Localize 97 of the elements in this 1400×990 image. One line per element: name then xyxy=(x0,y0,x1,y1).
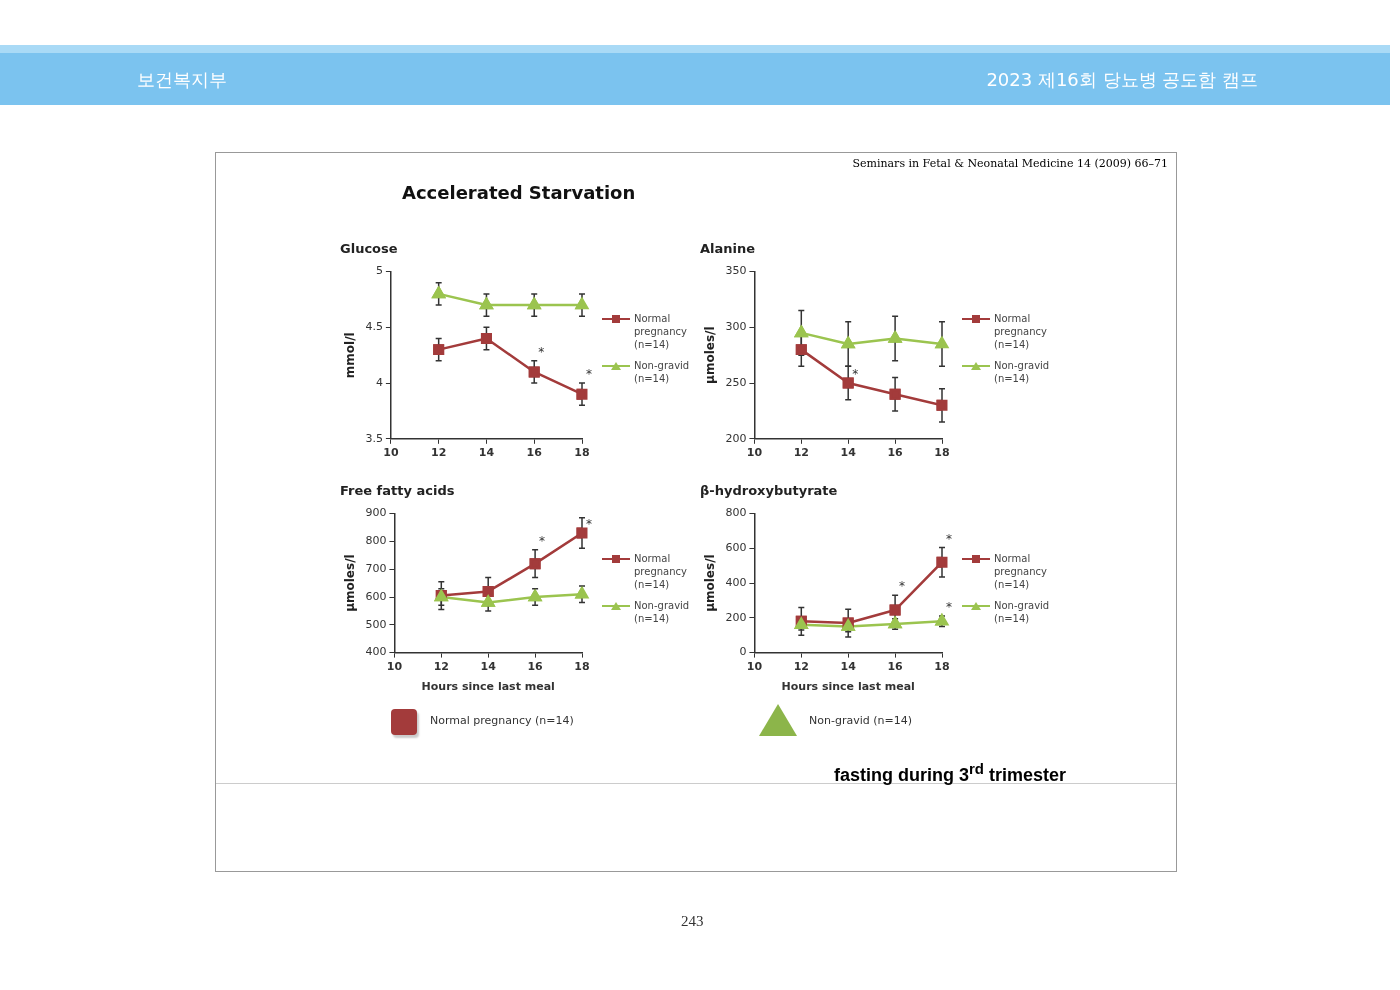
chart-title: Alanine xyxy=(700,241,756,257)
point xyxy=(432,286,446,299)
y-tick-label: 300 xyxy=(725,320,747,334)
point xyxy=(576,527,588,539)
y-tick-label: 500 xyxy=(365,617,387,631)
y-tick-label: 0 xyxy=(739,645,747,659)
point xyxy=(795,344,807,356)
y-tick-label: 600 xyxy=(365,589,387,603)
point xyxy=(841,336,855,349)
chart-title: Glucose xyxy=(340,241,398,257)
annotation: * xyxy=(899,579,906,594)
point xyxy=(936,556,948,568)
y-tick-label: 700 xyxy=(365,562,387,576)
y-tick-label: 400 xyxy=(365,645,387,659)
y-axis-title: µmoles/l xyxy=(343,554,358,612)
legend-label: Normal pregnancy (n=14) xyxy=(634,312,688,352)
annotation: * xyxy=(586,367,592,382)
point xyxy=(889,604,901,616)
x-tick-label: 10 xyxy=(383,446,399,460)
legend-label: Normal pregnancy (n=14) xyxy=(994,312,1048,352)
x-tick-label: 18 xyxy=(934,660,950,674)
y-tick-label: 5 xyxy=(375,264,383,278)
y-tick-label: 350 xyxy=(725,264,747,278)
x-tick-label: 18 xyxy=(574,446,590,460)
y-tick-label: 800 xyxy=(365,534,387,548)
annotation: * xyxy=(586,517,592,532)
x-tick-label: 14 xyxy=(840,446,857,460)
x-tick-label: 16 xyxy=(887,660,904,674)
point xyxy=(482,585,494,597)
point xyxy=(480,332,492,344)
y-tick-label: 3.5 xyxy=(365,431,383,445)
x-tick-label: 14 xyxy=(478,446,495,460)
y-tick-label: 4 xyxy=(375,375,383,389)
point xyxy=(842,377,854,389)
x-tick-label: 12 xyxy=(793,446,809,460)
x-tick-label: 16 xyxy=(526,446,543,460)
x-tick-label: 18 xyxy=(574,660,590,674)
x-tick-label: 16 xyxy=(887,446,904,460)
x-axis-title: Hours since last meal xyxy=(781,680,915,694)
annotation: * xyxy=(538,344,545,359)
x-tick-label: 12 xyxy=(433,660,449,674)
point xyxy=(888,331,902,343)
legend-label: Non-gravid (n=14) xyxy=(634,598,691,625)
point xyxy=(433,344,445,356)
x-tick-label: 12 xyxy=(431,446,447,460)
x-tick-label: 10 xyxy=(386,660,403,674)
text: Accelerated Starvation xyxy=(402,182,636,203)
chart-title: β-hydroxybutyrate xyxy=(700,483,838,499)
point xyxy=(528,366,540,378)
y-axis-title: µmoles/l xyxy=(703,326,718,384)
point xyxy=(794,325,808,338)
text: 243 xyxy=(681,913,704,930)
text: 보건복지부 xyxy=(137,68,227,92)
text: fasting during 3$^{rd}$ trimester xyxy=(834,760,1067,786)
point xyxy=(527,297,541,310)
point xyxy=(575,586,589,599)
x-tick-label: 14 xyxy=(480,660,497,674)
point xyxy=(575,297,589,310)
text: Seminars in Fetal & Neonatal Medicine 14 (2009) 66–71 xyxy=(852,157,1168,170)
x-tick-label: 14 xyxy=(840,660,857,674)
y-tick-label: 4.5 xyxy=(365,320,383,334)
y-axis-title: mmol/l xyxy=(343,332,358,379)
legend-label: Non-gravid (n=14) xyxy=(994,598,1051,625)
x-tick-label: 12 xyxy=(793,660,809,674)
legend-label: Non-gravid (n=14) xyxy=(634,359,691,386)
point xyxy=(529,558,541,570)
chart-title: Free fatty acids xyxy=(340,483,455,499)
text: 2023 제16회 당뇨병 공도함 캠프 xyxy=(986,68,1258,92)
legend-label: Normal pregnancy (n=14) xyxy=(994,551,1048,591)
y-tick-label: 600 xyxy=(725,541,747,555)
annotation: * xyxy=(539,533,546,548)
legend-label: Non-gravid (n=14) xyxy=(994,359,1051,386)
legend-label: Normal pregnancy (n=14) xyxy=(634,551,688,591)
y-tick-label: 200 xyxy=(725,431,747,445)
x-tick-label: 16 xyxy=(527,660,544,674)
annotation: * xyxy=(946,531,952,546)
x-tick-label: 18 xyxy=(934,446,950,460)
y-tick-label: 400 xyxy=(725,575,747,589)
text: Non-gravid (n=14) xyxy=(809,714,912,727)
y-tick-label: 800 xyxy=(725,506,747,520)
y-tick-label: 200 xyxy=(725,610,747,624)
point xyxy=(935,336,949,349)
point xyxy=(480,297,493,310)
y-tick-label: 900 xyxy=(365,506,387,520)
x-tick-label: 10 xyxy=(746,660,763,674)
point xyxy=(889,388,901,400)
annotation: * xyxy=(946,600,952,615)
y-axis-title: µmoles/l xyxy=(703,554,718,612)
annotation: * xyxy=(852,367,859,382)
point xyxy=(481,595,495,607)
x-tick-label: 10 xyxy=(746,446,763,460)
y-tick-label: 250 xyxy=(725,375,747,389)
point xyxy=(528,589,542,602)
point xyxy=(576,388,588,400)
point xyxy=(936,399,948,411)
text: Normal pregnancy (n=14) xyxy=(430,714,574,727)
x-axis-title: Hours since last meal xyxy=(421,680,555,694)
